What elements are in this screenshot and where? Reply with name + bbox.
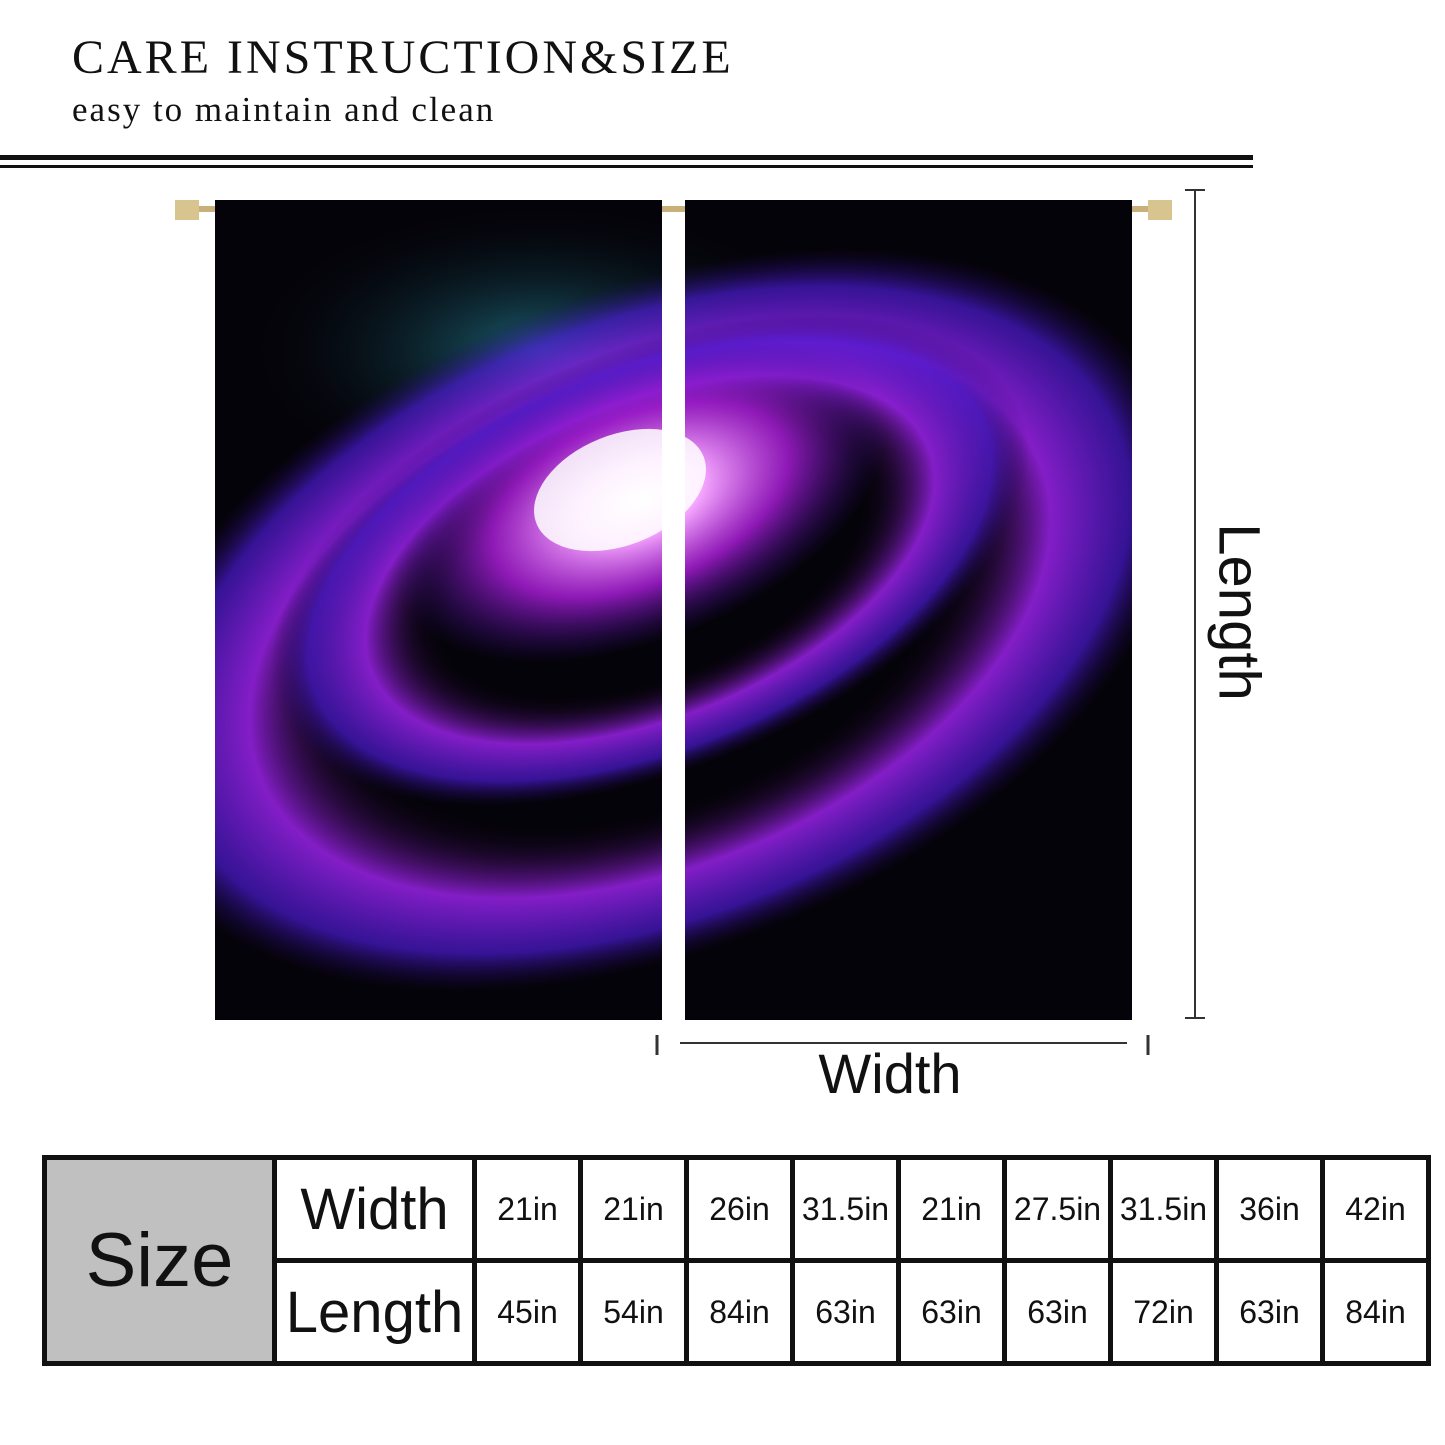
subtitle: easy to maintain and clean (72, 90, 496, 129)
size-value: 63in (1214, 1258, 1325, 1366)
length-label: Length (1207, 523, 1272, 700)
rod-end (175, 200, 199, 220)
size-value: 31.5in (790, 1155, 901, 1263)
size-value: 21in (578, 1155, 689, 1263)
row-header: Width (272, 1155, 477, 1263)
size-value: 42in (1320, 1155, 1431, 1263)
size-table: Size Width 21in 21in 26in 31.5in 21in 27.5in 31.… (42, 1155, 1431, 1366)
size-value: 63in (790, 1258, 901, 1366)
curtain-diagram: Length Width (175, 189, 1272, 1105)
title: CARE INSTRUCTION&SIZE (72, 31, 734, 84)
curtain-panels (215, 200, 1132, 1020)
table-row: Size Width 21in 21in 26in 31.5in 21in 27.5in 31.… (42, 1155, 1431, 1366)
size-value: 63in (1002, 1258, 1113, 1366)
size-value: 26in (684, 1155, 795, 1263)
size-value: 45in (472, 1258, 583, 1366)
row-header: Length (272, 1258, 477, 1366)
size-value: 54in (578, 1258, 689, 1366)
size-value: 21in (896, 1155, 1007, 1263)
size-value: 72in (1108, 1258, 1219, 1366)
size-value: 27.5in (1002, 1155, 1113, 1263)
rule (0, 165, 1253, 168)
size-label: Size (42, 1155, 277, 1366)
table-row: Length 45in 54in 84in 63in 63in 63in 72in 63in 84… (45, 1258, 1431, 1366)
width-label: Width (818, 1042, 961, 1105)
size-value: 36in (1214, 1155, 1325, 1263)
size-value: 84in (684, 1258, 795, 1366)
size-value: 84in (1320, 1258, 1431, 1366)
rule (0, 155, 1253, 160)
size-value: 63in (896, 1258, 1007, 1366)
size-value: 31.5in (1108, 1155, 1219, 1263)
rod-end (1148, 200, 1172, 220)
size-value: 21in (472, 1155, 583, 1263)
